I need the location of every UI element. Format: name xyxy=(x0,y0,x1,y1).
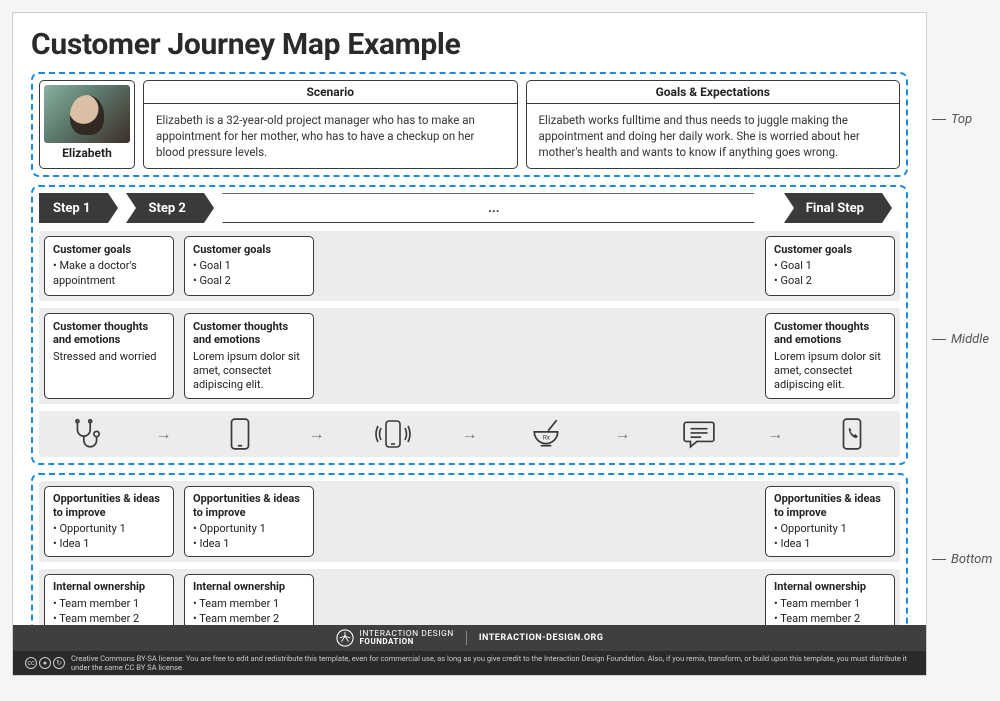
customer-goals-lane: Customer goals Make a doctor's appointme… xyxy=(39,231,900,301)
card-heading: Customer goals xyxy=(53,243,165,256)
goals-card-final: Customer goals Goal 1 Goal 2 xyxy=(765,236,895,296)
goals-box: Goals & Expectations Elizabeth works ful… xyxy=(526,80,901,169)
page-title: Customer Journey Map Example xyxy=(31,27,908,62)
list-item: Goal 1 xyxy=(774,259,886,274)
thoughts-lane: Customer thoughts and emotions Stressed … xyxy=(39,308,900,404)
card-heading: Customer thoughts and emotions xyxy=(774,320,886,346)
own-card-2: Internal ownership Team member 1Team mem… xyxy=(184,574,314,632)
top-section: Elizabeth Scenario Elizabeth is a 32-yea… xyxy=(31,72,908,177)
card-heading: Opportunities & ideas to improve xyxy=(193,492,305,518)
arrow-icon: → xyxy=(584,424,660,444)
bottom-section: Opportunities & ideas to improve Opportu… xyxy=(31,473,908,645)
persona-name: Elizabeth xyxy=(44,146,130,160)
thoughts-card-2: Customer thoughts and emotions Lorem ips… xyxy=(184,313,314,399)
scenario-body: Elizabeth is a 32-year-old project manag… xyxy=(144,104,517,168)
list-item: Goal 1 xyxy=(193,259,305,274)
step-1: Step 1 xyxy=(39,193,108,223)
list-item: Opportunity 1 xyxy=(193,522,305,537)
license-bar: cc ● ↻ Creative Commons BY-SA license: Y… xyxy=(13,651,926,675)
page: Customer Journey Map Example Elizabeth S… xyxy=(12,12,927,676)
arrow-icon: → xyxy=(278,424,354,444)
annotation-label: Top xyxy=(951,112,972,127)
annotation-label: Bottom xyxy=(951,552,992,567)
scenario-heading: Scenario xyxy=(144,81,517,104)
card-heading: Internal ownership xyxy=(774,580,886,593)
middle-section: Step 1 Step 2 ... Final Step Customer go… xyxy=(31,185,908,465)
chat-icon xyxy=(661,419,737,449)
own-card-1: Internal ownership Team member 1Team mem… xyxy=(44,574,174,632)
goals-heading: Goals & Expectations xyxy=(527,81,900,104)
list-item: Team member 1 xyxy=(193,597,305,612)
cc-badges: cc ● ↻ xyxy=(25,657,65,669)
card-text: Stressed and worried xyxy=(53,350,165,364)
opportunities-lane: Opportunities & ideas to improve Opportu… xyxy=(39,481,900,562)
card-heading: Customer thoughts and emotions xyxy=(193,320,305,346)
scenario-box: Scenario Elizabeth is a 32-year-old proj… xyxy=(143,80,518,169)
card-heading: Opportunities & ideas to improve xyxy=(774,492,886,518)
stethoscope-icon xyxy=(49,417,125,451)
sa-icon: ↻ xyxy=(53,657,65,669)
card-heading: Internal ownership xyxy=(53,580,165,593)
mortar-icon: Rx xyxy=(508,417,584,451)
opp-card-2: Opportunities & ideas to improve Opportu… xyxy=(184,486,314,557)
license-text: Creative Commons BY-SA license: You are … xyxy=(71,654,914,672)
list-item: Idea 1 xyxy=(774,537,886,552)
list-item: Idea 1 xyxy=(53,537,165,552)
opp-card-1: Opportunities & ideas to improve Opportu… xyxy=(44,486,174,557)
annotation-top: Top xyxy=(932,112,972,127)
thoughts-card-final: Customer thoughts and emotions Lorem ips… xyxy=(765,313,895,399)
org-line2: FOUNDATION xyxy=(360,637,414,646)
phone-icon xyxy=(202,417,278,451)
annotation-bottom: Bottom xyxy=(932,552,992,567)
list-item: Idea 1 xyxy=(193,537,305,552)
arrow-icon: → xyxy=(737,424,813,444)
card-text: Lorem ipsum dolor sit amet, consectet ad… xyxy=(774,350,886,393)
list-item: Opportunity 1 xyxy=(53,522,165,537)
foundation-logo: INTERACTION DESIGN FOUNDATION xyxy=(336,629,454,647)
goals-body: Elizabeth works fulltime and thus needs … xyxy=(527,104,900,168)
persona-photo xyxy=(44,85,130,143)
arrow-icon: → xyxy=(431,424,507,444)
goals-card-2: Customer goals Goal 1 Goal 2 xyxy=(184,236,314,296)
list-item: Team member 1 xyxy=(53,597,165,612)
cc-icon: cc xyxy=(25,657,37,669)
step-final: Final Step xyxy=(784,193,882,223)
annotation-middle: Middle xyxy=(932,332,989,347)
list-item: Opportunity 1 xyxy=(774,522,886,537)
card-heading: Customer goals xyxy=(774,243,886,256)
opp-card-final: Opportunities & ideas to improve Opportu… xyxy=(765,486,895,557)
list-item: Make a doctor's appointment xyxy=(53,259,165,289)
card-heading: Customer thoughts and emotions xyxy=(53,320,165,346)
card-heading: Internal ownership xyxy=(193,580,305,593)
phone-call-icon xyxy=(814,417,890,451)
thoughts-card-1: Customer thoughts and emotions Stressed … xyxy=(44,313,174,399)
step-ellipsis: ... xyxy=(222,193,766,223)
footer-url: INTERACTION-DESIGN.ORG xyxy=(479,633,604,643)
goals-card-1: Customer goals Make a doctor's appointme… xyxy=(44,236,174,296)
own-card-final: Internal ownership Team member 1Team mem… xyxy=(765,574,895,632)
phone-ringing-icon xyxy=(355,417,431,451)
by-icon: ● xyxy=(39,657,51,669)
card-heading: Opportunities & ideas to improve xyxy=(53,492,165,518)
footer-bar: INTERACTION DESIGN FOUNDATION INTERACTIO… xyxy=(13,625,926,651)
card-heading: Customer goals xyxy=(193,243,305,256)
annotation-label: Middle xyxy=(951,332,989,347)
touchpoints-lane: → → → Rx → → xyxy=(39,411,900,457)
step-2: Step 2 xyxy=(126,193,203,223)
svg-text:Rx: Rx xyxy=(543,434,551,442)
list-item: Goal 2 xyxy=(774,274,886,289)
steps-row: Step 1 Step 2 ... Final Step xyxy=(39,193,900,223)
persona-card: Elizabeth xyxy=(39,80,135,169)
list-item: Goal 2 xyxy=(193,274,305,289)
arrow-icon: → xyxy=(125,424,201,444)
card-text: Lorem ipsum dolor sit amet, consectet ad… xyxy=(193,350,305,393)
list-item: Team member 1 xyxy=(774,597,886,612)
